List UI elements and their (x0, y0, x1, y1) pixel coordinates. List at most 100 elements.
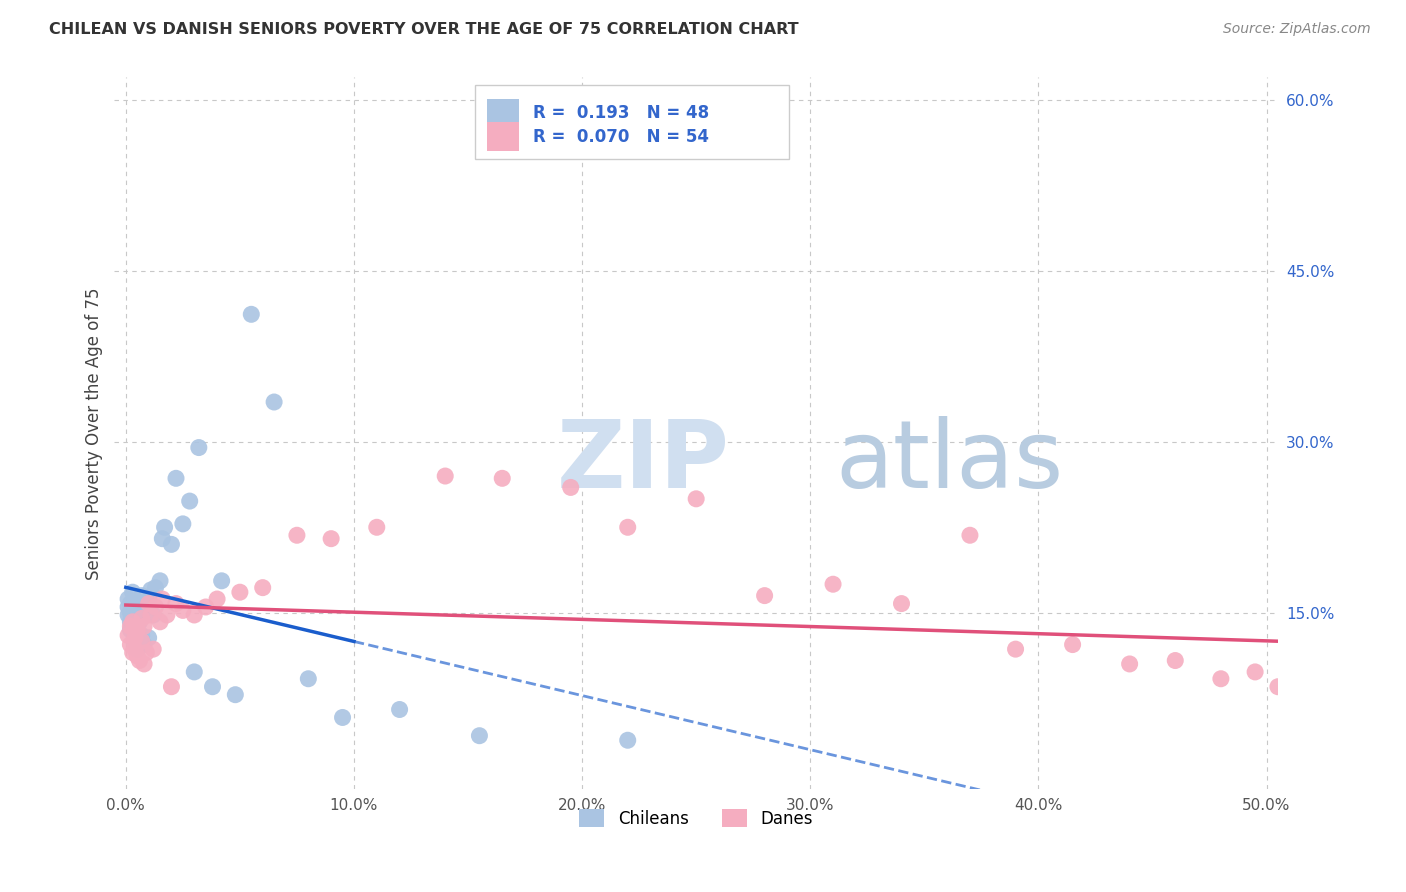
Point (160, 680, 183, 694)
Point (240, 307, 263, 321)
Point (121, 585, 143, 599)
Point (138, 597, 160, 611)
Legend: Chileans, Danes: Chileans, Danes (572, 803, 820, 834)
Point (117, 607, 139, 622)
Point (685, 491, 707, 506)
Point (120, 619, 142, 633)
Text: R =  0.070   N = 54: R = 0.070 N = 54 (533, 128, 709, 145)
Point (139, 607, 162, 622)
Point (128, 654, 150, 668)
Point (165, 471, 187, 485)
Point (252, 581, 274, 595)
Point (124, 619, 146, 633)
Point (560, 480, 582, 494)
Point (120, 606, 142, 620)
Point (121, 611, 143, 625)
Point (153, 520, 176, 534)
Point (127, 623, 149, 637)
Text: CHILEAN VS DANISH SENIORS POVERTY OVER THE AGE OF 75 CORRELATION CHART: CHILEAN VS DANISH SENIORS POVERTY OVER T… (49, 22, 799, 37)
Point (211, 574, 233, 588)
Point (131, 628, 153, 642)
Text: R =  0.193   N = 48: R = 0.193 N = 48 (533, 104, 710, 122)
Point (468, 729, 491, 743)
Point (959, 528, 981, 542)
Point (124, 631, 146, 645)
Point (120, 638, 142, 652)
Point (135, 597, 157, 611)
Point (121, 603, 143, 617)
Point (127, 594, 149, 608)
Point (150, 532, 173, 546)
Point (434, 469, 457, 483)
Point (183, 607, 205, 622)
Point (124, 642, 146, 657)
Point (229, 585, 252, 599)
Point (128, 603, 150, 617)
Point (160, 537, 183, 551)
Point (142, 642, 165, 657)
Point (1267, 680, 1289, 694)
Point (132, 619, 155, 633)
Point (117, 628, 139, 642)
Point (754, 589, 776, 603)
Point (1164, 654, 1187, 668)
Point (179, 494, 201, 508)
Point (201, 680, 224, 694)
Point (183, 665, 205, 679)
Point (127, 607, 149, 622)
Point (321, 532, 343, 546)
Point (121, 615, 143, 629)
Point (131, 611, 153, 625)
Point (139, 582, 162, 597)
Text: ZIP: ZIP (557, 416, 730, 508)
Point (124, 599, 146, 614)
Point (1312, 688, 1334, 702)
Point (131, 599, 153, 614)
Point (1209, 672, 1232, 686)
Point (285, 528, 308, 542)
Text: Source: ZipAtlas.com: Source: ZipAtlas.com (1223, 22, 1371, 37)
Text: atlas: atlas (835, 416, 1064, 508)
Point (121, 646, 143, 660)
Point (1289, 648, 1312, 663)
Point (128, 615, 150, 629)
Point (1004, 642, 1026, 657)
Point (491, 471, 513, 485)
Point (120, 597, 142, 611)
Point (138, 592, 160, 607)
Point (145, 599, 167, 614)
Point (187, 441, 209, 455)
Point (224, 688, 246, 702)
Point (332, 710, 354, 724)
Point (132, 638, 155, 652)
Point (263, 395, 285, 409)
Point (366, 520, 388, 534)
Point (149, 574, 172, 588)
Point (132, 607, 155, 622)
Point (821, 577, 844, 591)
FancyBboxPatch shape (475, 85, 789, 160)
FancyBboxPatch shape (486, 122, 519, 151)
Point (297, 672, 319, 686)
Point (138, 631, 160, 645)
Point (135, 646, 157, 660)
Point (145, 581, 167, 595)
Point (172, 603, 194, 617)
Y-axis label: Seniors Poverty Over the Age of 75: Seniors Poverty Over the Age of 75 (86, 287, 103, 580)
Point (1244, 665, 1267, 679)
Point (117, 592, 139, 607)
Point (172, 516, 194, 531)
Point (890, 597, 912, 611)
Point (132, 657, 155, 671)
Point (1301, 668, 1323, 682)
Point (127, 648, 149, 663)
Point (131, 589, 153, 603)
Point (127, 642, 149, 657)
Point (194, 599, 217, 614)
Point (165, 597, 187, 611)
Point (131, 634, 153, 648)
Point (205, 592, 228, 607)
Point (150, 592, 173, 607)
Point (1118, 657, 1140, 671)
Point (1278, 660, 1301, 674)
